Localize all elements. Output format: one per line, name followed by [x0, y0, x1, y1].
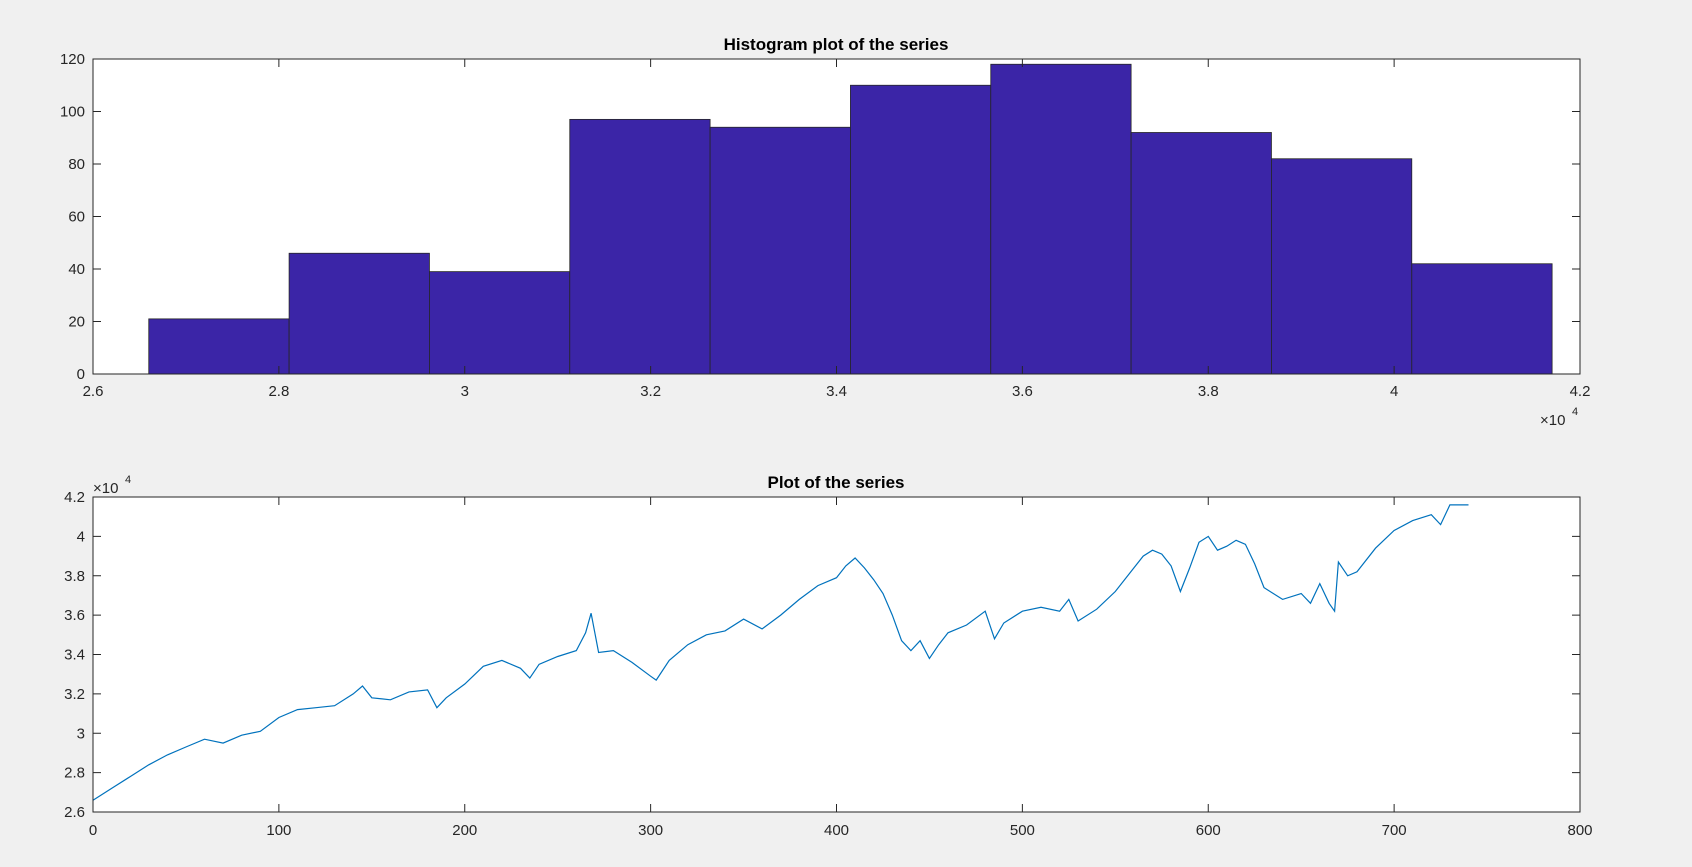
- histogram-bar: [569, 118, 711, 375]
- histogram-bar: [1411, 263, 1553, 375]
- histogram-bar: [990, 63, 1132, 375]
- histogram-x-exponent-power: 4: [1572, 406, 1578, 418]
- x-tick-label: 3.2: [640, 383, 661, 400]
- y-tick-label: 4: [77, 528, 85, 545]
- y-tick-label: 80: [68, 156, 85, 173]
- x-tick-label: 700: [1382, 822, 1407, 839]
- series-axes-box: [92, 496, 1581, 813]
- y-tick-label: 4.2: [64, 489, 85, 506]
- x-tick-label: 600: [1196, 822, 1221, 839]
- y-tick-label: 40: [68, 261, 85, 278]
- y-tick-label: 120: [60, 51, 85, 68]
- histogram-bar: [709, 126, 851, 375]
- y-tick-label: 2.6: [64, 804, 85, 821]
- x-tick-label: 3.8: [1198, 383, 1219, 400]
- x-tick-label: 2.6: [83, 383, 104, 400]
- histogram-x-exponent-label: ×10: [1540, 412, 1565, 429]
- histogram-bar: [850, 84, 992, 375]
- y-tick-label: 3.6: [64, 607, 85, 624]
- x-tick-label: 100: [266, 822, 291, 839]
- x-tick-label: 4.2: [1570, 383, 1591, 400]
- series-plot-area: [93, 497, 1580, 812]
- y-tick-label: 3.4: [64, 647, 85, 664]
- x-tick-label: 500: [1010, 822, 1035, 839]
- series-y-exponent-label: ×10: [93, 480, 118, 497]
- histogram-bar: [1271, 158, 1413, 375]
- x-tick-label: 300: [638, 822, 663, 839]
- series-axes: Plot of the series 0 100 200 300 400 500 600 70…: [64, 473, 1592, 839]
- y-tick-label: 3.2: [64, 686, 85, 703]
- series-line: [92, 504, 1469, 801]
- histogram-bar: [429, 271, 571, 375]
- histogram-bar: [148, 318, 290, 375]
- x-tick-label: 400: [824, 822, 849, 839]
- x-tick-label: 3: [461, 383, 469, 400]
- histogram-title: Histogram plot of the series: [724, 35, 949, 54]
- y-tick-label: 3.8: [64, 568, 85, 585]
- histogram-axes-box: [92, 58, 1581, 375]
- x-tick-label: 0: [89, 822, 97, 839]
- x-tick-label: 800: [1567, 822, 1592, 839]
- x-tick-label: 4: [1390, 383, 1398, 400]
- histogram-bar: [1130, 132, 1272, 375]
- x-tick-label: 200: [452, 822, 477, 839]
- x-tick-label: 2.8: [268, 383, 289, 400]
- y-tick-label: 3: [77, 725, 85, 742]
- y-tick-label: 100: [60, 104, 85, 121]
- y-tick-label: 60: [68, 209, 85, 226]
- series-title: Plot of the series: [768, 473, 905, 492]
- histogram-bar: [288, 252, 430, 375]
- y-tick-label: 0: [77, 366, 85, 383]
- x-tick-label: 3.6: [1012, 383, 1033, 400]
- series-y-exponent-power: 4: [125, 474, 131, 486]
- histogram-axes: Histogram plot of the series 2.6 2.8 3 3.2 3…: [60, 35, 1590, 429]
- y-tick-label: 2.8: [64, 765, 85, 782]
- y-tick-label: 20: [68, 314, 85, 331]
- x-tick-label: 3.4: [826, 383, 847, 400]
